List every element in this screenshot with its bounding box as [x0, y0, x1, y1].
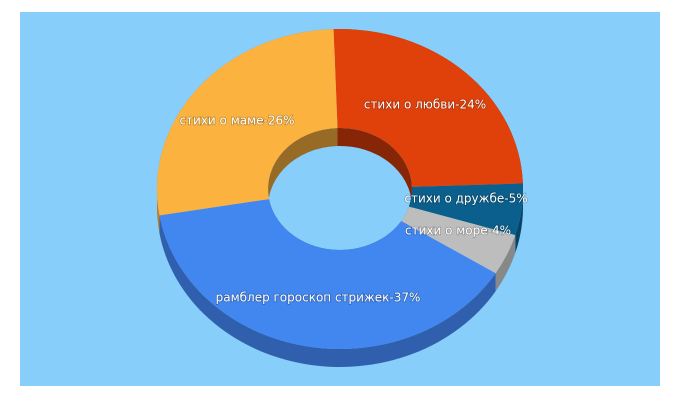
slice: [333, 29, 523, 187]
slice: [156, 29, 338, 216]
data-label: стихи о море-4%: [405, 224, 511, 238]
data-label: рамблер гороскоп стрижек-37%: [216, 291, 421, 305]
slice-inner-wall: [268, 128, 338, 218]
data-label: стихи о любви-24%: [364, 98, 486, 112]
data-label: стихи о маме-26%: [179, 114, 294, 128]
slice-outer-wall: [159, 215, 496, 367]
slice: [408, 183, 524, 236]
slices: [156, 29, 524, 350]
slice: [401, 206, 516, 274]
slice: [159, 199, 496, 350]
slice-outer-wall: [495, 235, 516, 292]
slice-inner-wall: [337, 127, 412, 205]
labels: стихи о любви-24% стихи о дружбе-5% стихи …: [179, 97, 529, 306]
data-label: стихи о дружбе-5%: [404, 192, 527, 206]
slice-outer-wall: [515, 183, 524, 254]
